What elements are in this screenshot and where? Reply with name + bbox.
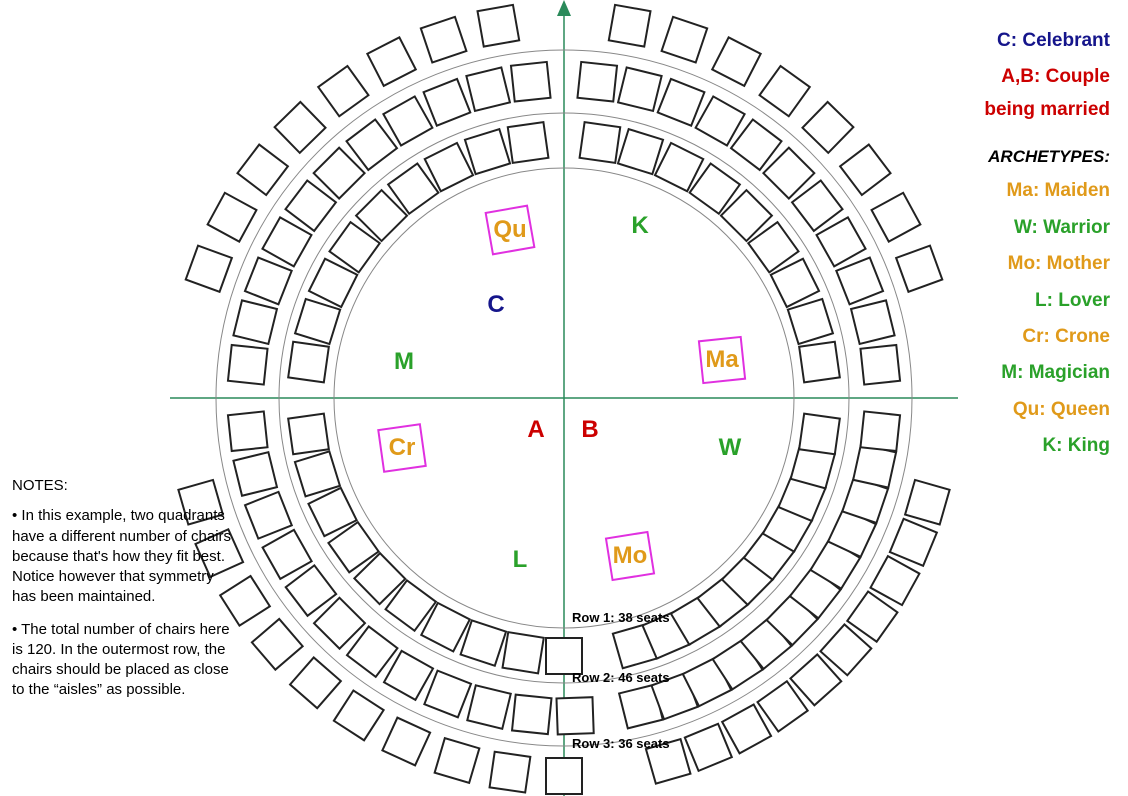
legend-item: L: Lover: [984, 286, 1110, 316]
legend-archetypes-header: ARCHETYPES:: [984, 143, 1110, 170]
chair: [511, 62, 551, 102]
chair: [760, 66, 810, 116]
chair: [896, 246, 942, 292]
chair: [245, 492, 292, 539]
chair: [556, 697, 593, 734]
row-label: Row 1: 38 seats: [572, 610, 670, 625]
chair: [275, 102, 326, 153]
chair: [466, 67, 510, 111]
chair: [228, 411, 268, 451]
chair: [461, 620, 506, 665]
legend-item: Qu: Queen: [984, 395, 1110, 425]
position-M: M: [394, 348, 414, 376]
row-label: Row 3: 36 seats: [572, 736, 670, 751]
legend-couple-1: A,B: Couple: [984, 62, 1110, 92]
chair: [233, 300, 277, 344]
chair: [383, 96, 432, 145]
chair: [186, 246, 232, 292]
chair: [860, 345, 900, 385]
chair: [208, 193, 257, 242]
chair: [799, 342, 840, 383]
chair: [295, 299, 340, 344]
chair: [334, 691, 384, 741]
chair: [467, 685, 510, 728]
legend-item: Cr: Crone: [984, 322, 1110, 352]
chair: [685, 724, 732, 771]
chair: [490, 752, 531, 793]
chair: [840, 145, 890, 195]
chair: [860, 411, 900, 451]
chair: [817, 217, 866, 266]
position-K: K: [631, 212, 648, 240]
chair: [609, 5, 651, 47]
legend-item: W: Warrior: [984, 213, 1110, 243]
chair: [905, 480, 950, 525]
chair: [318, 66, 368, 116]
chair: [503, 632, 544, 673]
chair: [228, 345, 268, 385]
chair: [546, 638, 582, 674]
position-L: L: [513, 546, 528, 574]
chair: [295, 451, 340, 496]
chair: [435, 738, 480, 783]
chair: [508, 122, 549, 163]
chair: [872, 193, 921, 242]
position-Mo: Mo: [613, 542, 648, 570]
chair: [478, 5, 520, 47]
position-Cr: Cr: [389, 434, 416, 462]
chair: [288, 414, 329, 455]
chair: [712, 37, 760, 85]
notes-title: NOTES:: [12, 476, 242, 496]
chair: [263, 530, 312, 579]
chair: [580, 122, 621, 163]
chair: [382, 718, 430, 766]
chair: [288, 342, 329, 383]
chair: [290, 657, 341, 708]
chair: [424, 671, 471, 718]
chair: [662, 17, 708, 63]
chair: [237, 145, 287, 195]
position-W: W: [719, 434, 742, 462]
chair: [546, 758, 582, 794]
chair: [465, 129, 510, 174]
position-C: C: [487, 291, 504, 319]
chair: [696, 96, 745, 145]
chair: [577, 62, 617, 102]
chair: [890, 519, 937, 566]
chair: [512, 695, 551, 734]
position-A: A: [527, 416, 544, 444]
legend-couple-2: being married: [984, 95, 1110, 125]
legend-celebrant: C: Celebrant: [984, 26, 1110, 56]
chair: [384, 651, 433, 700]
chair: [421, 17, 467, 63]
chair: [262, 217, 311, 266]
chair: [618, 67, 662, 111]
chair: [367, 37, 415, 85]
chair: [851, 300, 895, 344]
notes: NOTES: • In this example, two quadrants …: [12, 476, 242, 713]
row-label: Row 2: 46 seats: [572, 670, 670, 685]
legend-item: M: Magician: [984, 358, 1110, 388]
legend-item: Mo: Mother: [984, 249, 1110, 279]
chair: [252, 619, 303, 670]
position-B: B: [581, 416, 598, 444]
notes-p1: • In this example, two quadrants have a …: [12, 506, 242, 607]
legend: C: Celebrant A,B: Couple being married A…: [984, 20, 1110, 467]
chair: [618, 129, 663, 174]
notes-p2: • The total number of chairs here is 120…: [12, 620, 242, 701]
chair: [424, 79, 471, 126]
chair: [658, 79, 705, 126]
legend-item: K: King: [984, 431, 1110, 461]
chair: [799, 414, 840, 455]
chair: [245, 258, 292, 305]
chair: [802, 102, 853, 153]
seating-diagram: C: Celebrant A,B: Couple being married A…: [0, 0, 1128, 796]
position-Ma: Ma: [705, 346, 738, 374]
position-Qu: Qu: [493, 216, 526, 244]
legend-item: Ma: Maiden: [984, 176, 1110, 206]
chair: [788, 299, 833, 344]
chair: [836, 258, 883, 305]
